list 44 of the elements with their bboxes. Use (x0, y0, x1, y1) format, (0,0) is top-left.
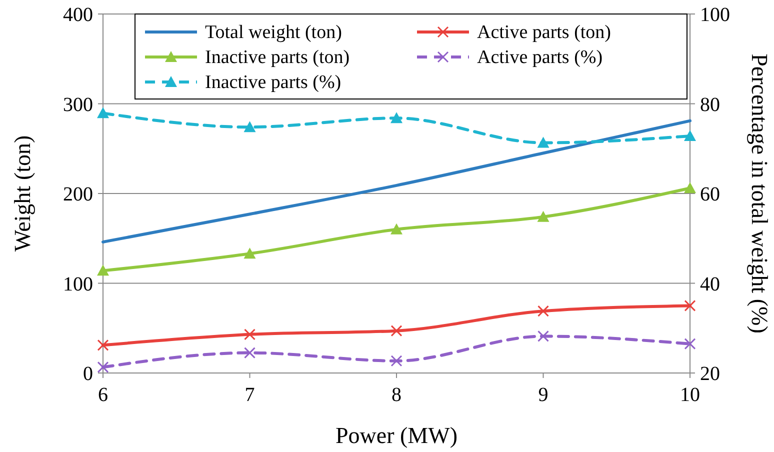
point (244, 248, 256, 259)
point (537, 136, 550, 148)
legend-label: Inactive parts (ton) (205, 47, 350, 68)
x-tick-label: 10 (680, 384, 700, 406)
x-tick-label: 6 (98, 384, 108, 406)
y2-tick-label: 60 (700, 184, 720, 206)
line-series (102, 119, 692, 244)
x-tick-label: 7 (244, 384, 255, 406)
point (244, 121, 256, 132)
point (684, 130, 696, 142)
y2-tick-label: 20 (700, 363, 720, 385)
y-tick-label: 300 (63, 94, 93, 116)
y-tick-label: 0 (83, 363, 93, 385)
y2-tick-label: 100 (700, 4, 730, 26)
y-axis-title: Weight (ton) (10, 135, 35, 252)
point (97, 339, 109, 351)
point (244, 328, 256, 340)
point (390, 223, 402, 234)
point (684, 300, 696, 312)
legend-label: Active parts (%) (477, 47, 603, 68)
point (390, 325, 402, 337)
x-tick-label: 9 (538, 384, 548, 406)
point (390, 112, 402, 124)
point (537, 210, 550, 222)
point (538, 305, 549, 317)
legend-label: Inactive parts (%) (205, 72, 342, 93)
point (684, 338, 696, 350)
point (97, 264, 109, 276)
legend-label: Active parts (ton) (477, 22, 612, 43)
legend-label: Total weight (ton) (205, 22, 342, 43)
x-tick-label: 8 (392, 384, 402, 406)
y-tick-label: 100 (63, 273, 93, 296)
point (538, 330, 549, 342)
y2-axis-title: Percentage in total weight (%) (747, 54, 772, 334)
point (684, 182, 696, 194)
y-tick-label: 200 (63, 184, 93, 206)
y-tick-label: 400 (63, 4, 93, 26)
point (390, 355, 402, 367)
y2-tick-label: 40 (700, 273, 720, 296)
point (97, 107, 109, 118)
y2-tick-label: 80 (700, 94, 720, 116)
x-axis-title: Power (MW) (336, 423, 458, 448)
point (97, 361, 109, 373)
point (244, 347, 256, 359)
